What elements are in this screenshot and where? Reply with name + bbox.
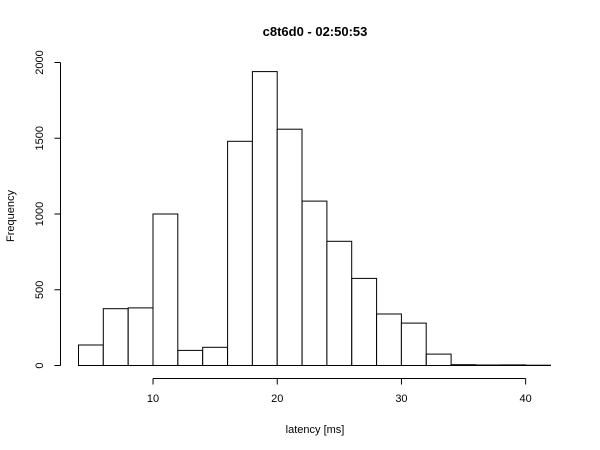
- histogram-bar: [227, 140, 253, 366]
- x-axis: 10 20 30 40: [147, 378, 532, 405]
- chart-title: c8t6d0 - 02:50:53: [263, 24, 368, 39]
- histogram-bar: [326, 240, 353, 366]
- x-axis-label: latency [ms]: [286, 424, 345, 436]
- histogram-bar: [276, 128, 303, 366]
- histogram-bar: [127, 307, 154, 366]
- y-tick-label: 500: [34, 281, 46, 299]
- histogram-bar: [177, 349, 204, 366]
- histogram-bar: [475, 364, 502, 366]
- histogram-bar: [376, 313, 402, 366]
- histogram-bar: [450, 364, 477, 367]
- x-tick-label: 20: [271, 393, 283, 405]
- histogram-bar: [78, 344, 104, 366]
- y-tick-label: 1500: [34, 126, 46, 150]
- histogram-bar: [425, 353, 452, 367]
- x-tick-label: 40: [520, 393, 532, 405]
- histogram-bar: [351, 277, 378, 366]
- histogram-bar: [400, 322, 427, 367]
- histogram-bar: [202, 346, 228, 366]
- histogram-bar: [500, 364, 527, 366]
- y-tick-label: 0: [34, 362, 46, 368]
- x-tick-label: 30: [395, 393, 407, 405]
- x-tick-label: 10: [147, 393, 159, 405]
- histogram-bar: [301, 200, 328, 366]
- y-axis: 0 500 1000 1500 2000: [34, 50, 61, 369]
- histogram-bar: [152, 213, 179, 366]
- bars-group: [78, 71, 552, 367]
- y-axis-label: Frequency: [5, 190, 17, 242]
- y-tick-label: 1000: [34, 202, 46, 226]
- histogram-bar: [251, 71, 278, 366]
- y-tick-label: 2000: [34, 50, 46, 74]
- histogram-bar: [102, 308, 129, 367]
